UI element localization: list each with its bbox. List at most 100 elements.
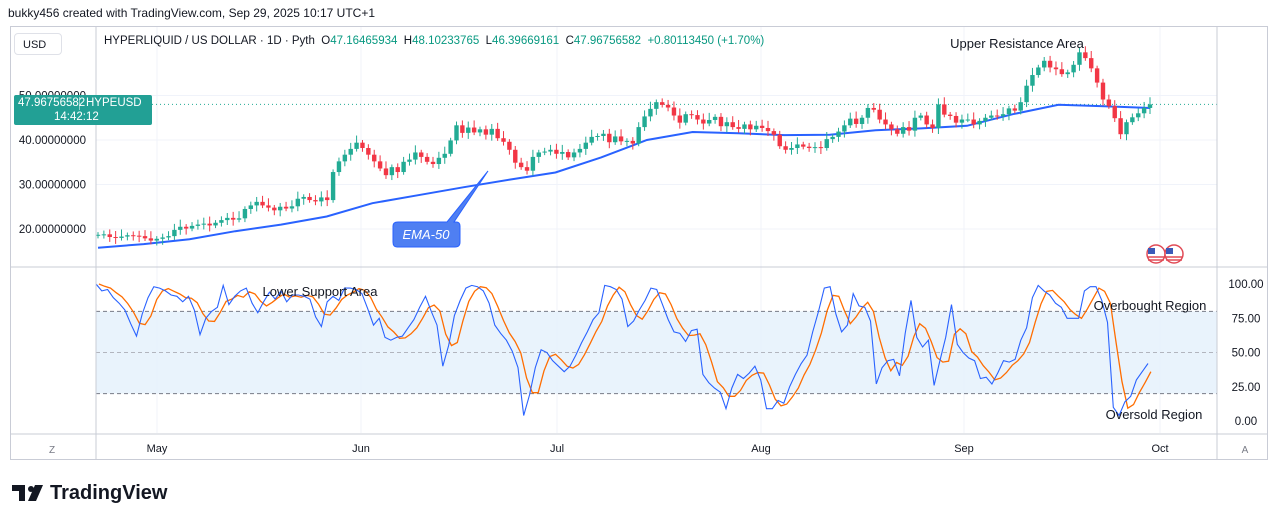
candle-body <box>436 157 442 165</box>
candle-body <box>677 115 683 123</box>
candle <box>853 111 859 128</box>
candle <box>189 222 195 232</box>
candle-body <box>518 162 524 168</box>
candle <box>201 217 206 230</box>
candle <box>401 156 406 175</box>
candle <box>560 144 565 160</box>
candle-body <box>1124 122 1129 135</box>
ema-50-callout: EMA-50 <box>392 170 489 248</box>
stoch-tick-label: 25.00 <box>1232 382 1261 394</box>
candle-body <box>248 205 254 209</box>
candle <box>230 211 236 226</box>
legend-low-label: L <box>485 35 493 47</box>
candle-body <box>777 134 782 147</box>
candle <box>119 229 124 241</box>
candle-body <box>542 151 547 153</box>
candle <box>583 136 588 155</box>
candle <box>660 98 665 108</box>
candle <box>983 113 988 127</box>
candle <box>1030 67 1035 92</box>
ema-50-line <box>97 103 1151 249</box>
candle <box>1053 61 1059 76</box>
candle <box>742 121 747 134</box>
stochastic-lines <box>95 283 1152 417</box>
candle-body <box>389 167 395 176</box>
candle <box>1118 111 1123 140</box>
candle <box>260 195 265 209</box>
candle-body <box>1118 118 1123 135</box>
candle <box>865 104 871 124</box>
candle <box>618 129 624 146</box>
candle-body <box>530 156 536 171</box>
candle <box>295 191 301 212</box>
candle <box>654 99 659 115</box>
candle <box>877 103 882 124</box>
candle-body <box>1136 113 1141 118</box>
candle <box>219 216 224 227</box>
legend-change: +0.80113450 (+1.70%) <box>647 35 765 47</box>
candle <box>1047 55 1053 73</box>
candle <box>1077 47 1082 71</box>
candle <box>471 120 477 136</box>
stoch-tick-label: 100.00 <box>1228 279 1263 291</box>
candle-body <box>301 196 306 199</box>
candle-body <box>906 127 912 131</box>
candle-body <box>565 152 571 158</box>
candle <box>830 134 835 143</box>
candle <box>424 153 430 165</box>
candle <box>842 120 847 138</box>
candle <box>266 198 271 212</box>
candle <box>95 232 101 239</box>
oversold-label: Oversold Region <box>1106 407 1203 422</box>
candle <box>812 142 818 153</box>
candle-body <box>1000 114 1006 116</box>
candle <box>848 112 853 128</box>
candle <box>959 114 965 129</box>
candle-body <box>1012 108 1018 111</box>
candle-body <box>977 120 982 125</box>
tradingview-logo[interactable]: TradingView <box>12 482 167 505</box>
currency-button[interactable]: USD <box>14 33 62 55</box>
legend-symbol[interactable]: HYPERLIQUID / US DOLLAR · 1D · Pyth <box>104 35 315 47</box>
candle-body <box>495 128 500 139</box>
candle <box>354 135 359 152</box>
candle-body <box>830 136 835 140</box>
candle-body <box>1089 58 1094 69</box>
auto-scale-button[interactable]: A <box>1242 445 1249 456</box>
candle <box>889 121 894 136</box>
candle <box>107 229 112 242</box>
candle <box>301 194 306 205</box>
candle-body <box>1071 64 1076 73</box>
candle-body <box>466 127 471 133</box>
candle-body <box>1018 102 1023 111</box>
price-tick-label: 20.00000000 <box>19 224 86 236</box>
candle <box>824 131 829 151</box>
candle <box>383 161 389 179</box>
candle <box>607 128 612 149</box>
candle <box>489 123 494 141</box>
candle-body <box>307 196 312 201</box>
candle-body <box>460 125 465 133</box>
candle <box>736 119 741 133</box>
candle-body <box>871 107 876 110</box>
candle <box>930 119 935 133</box>
price-tick-label: 30.00000000 <box>19 180 86 192</box>
candle-body <box>736 127 741 129</box>
candle <box>248 201 254 214</box>
candle-body <box>848 118 853 126</box>
candle-body <box>172 229 177 237</box>
candle <box>225 212 230 225</box>
candle <box>689 110 694 119</box>
candle-body <box>1083 52 1088 59</box>
zoom-button[interactable]: Z <box>49 445 55 456</box>
candle-body <box>477 129 483 133</box>
candle <box>236 211 242 223</box>
candle <box>518 157 524 170</box>
candle-body <box>654 102 659 109</box>
candle <box>1141 101 1147 119</box>
candle <box>524 161 530 175</box>
candle-body <box>842 125 847 132</box>
stoch-d-line <box>98 283 1152 410</box>
us-flag-icon[interactable] <box>1146 244 1184 264</box>
